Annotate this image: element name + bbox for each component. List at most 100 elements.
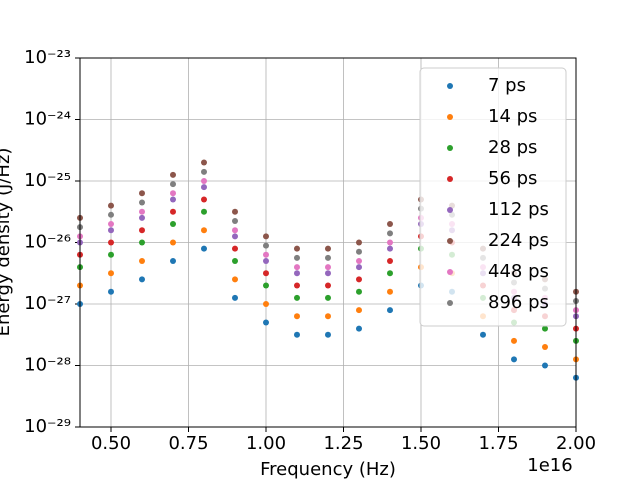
- point: [325, 254, 331, 261]
- y-tick-label: 10⁻²⁶: [24, 232, 71, 253]
- point: [170, 190, 176, 197]
- point: [170, 239, 176, 246]
- point: [387, 307, 393, 314]
- point: [356, 325, 362, 332]
- point: [170, 171, 176, 178]
- legend-label: 7 ps: [488, 75, 526, 96]
- x-offset-label: 1e16: [527, 455, 572, 476]
- point: [201, 208, 207, 215]
- point: [139, 199, 145, 206]
- x-tick-label: 1.75: [478, 433, 518, 454]
- legend-label: 56 ps: [488, 168, 537, 189]
- point: [139, 239, 145, 246]
- point: [294, 331, 300, 338]
- point: [108, 227, 114, 234]
- legend-label: 14 ps: [488, 106, 537, 127]
- point: [356, 257, 362, 264]
- point: [263, 257, 269, 264]
- legend-label: 28 ps: [488, 137, 537, 158]
- point: [170, 220, 176, 227]
- point: [294, 270, 300, 277]
- y-tick-label: 10⁻²⁹: [24, 416, 71, 437]
- point: [108, 251, 114, 258]
- legend-marker: [447, 145, 453, 151]
- y-tick-label: 10⁻²⁸: [24, 355, 71, 376]
- point: [139, 257, 145, 264]
- x-tick-label: 0.75: [168, 433, 208, 454]
- point: [263, 270, 269, 277]
- point: [139, 190, 145, 197]
- point: [542, 343, 548, 350]
- x-tick-label: 0.50: [91, 433, 131, 454]
- point: [356, 239, 362, 246]
- legend-marker: [447, 269, 453, 275]
- point: [201, 159, 207, 166]
- y-tick-label: 10⁻²⁴: [24, 109, 71, 130]
- x-tick-label: 1.50: [401, 433, 441, 454]
- legend-marker: [447, 238, 453, 244]
- point: [108, 239, 114, 246]
- point: [325, 245, 331, 252]
- point: [542, 325, 548, 332]
- point: [511, 337, 517, 344]
- point: [108, 211, 114, 218]
- point: [356, 264, 362, 271]
- point: [387, 245, 393, 252]
- y-axis-label: Energy density (J/Hz): [0, 148, 14, 337]
- y-tick-label: 10⁻²⁷: [24, 293, 71, 314]
- point: [139, 208, 145, 215]
- point: [356, 276, 362, 283]
- legend-marker: [447, 176, 453, 182]
- point: [170, 181, 176, 188]
- point: [232, 276, 238, 283]
- point: [263, 319, 269, 326]
- point: [325, 331, 331, 338]
- point: [263, 251, 269, 258]
- x-tick-label: 1.00: [246, 433, 286, 454]
- legend-label: 448 ps: [488, 261, 549, 282]
- point: [201, 184, 207, 191]
- legend-label: 112 ps: [488, 199, 549, 220]
- point: [170, 196, 176, 203]
- point: [356, 288, 362, 295]
- point: [263, 301, 269, 307]
- point: [201, 196, 207, 203]
- point: [294, 313, 300, 320]
- point: [325, 282, 331, 289]
- point: [108, 270, 114, 277]
- point: [263, 282, 269, 289]
- point: [480, 331, 486, 338]
- point: [139, 214, 145, 221]
- point: [263, 233, 269, 240]
- point: [387, 288, 393, 295]
- legend-marker: [447, 207, 453, 213]
- point: [325, 270, 331, 277]
- point: [356, 307, 362, 314]
- point: [201, 227, 207, 234]
- point: [294, 245, 300, 252]
- legend-marker: [447, 300, 453, 306]
- point: [387, 239, 393, 246]
- point: [325, 264, 331, 271]
- point: [294, 254, 300, 261]
- point: [201, 245, 207, 252]
- point: [232, 245, 238, 252]
- point: [294, 282, 300, 289]
- point: [356, 248, 362, 255]
- point: [170, 257, 176, 264]
- point: [387, 220, 393, 227]
- point: [232, 217, 238, 224]
- point: [201, 178, 207, 184]
- point: [511, 356, 517, 363]
- point: [232, 208, 238, 215]
- legend-box: [419, 67, 567, 327]
- point: [232, 257, 238, 264]
- point: [387, 257, 393, 264]
- point: [542, 362, 548, 369]
- point: [325, 313, 331, 320]
- legend-marker: [447, 114, 453, 120]
- point: [294, 264, 300, 271]
- point: [108, 202, 114, 209]
- point: [232, 233, 238, 240]
